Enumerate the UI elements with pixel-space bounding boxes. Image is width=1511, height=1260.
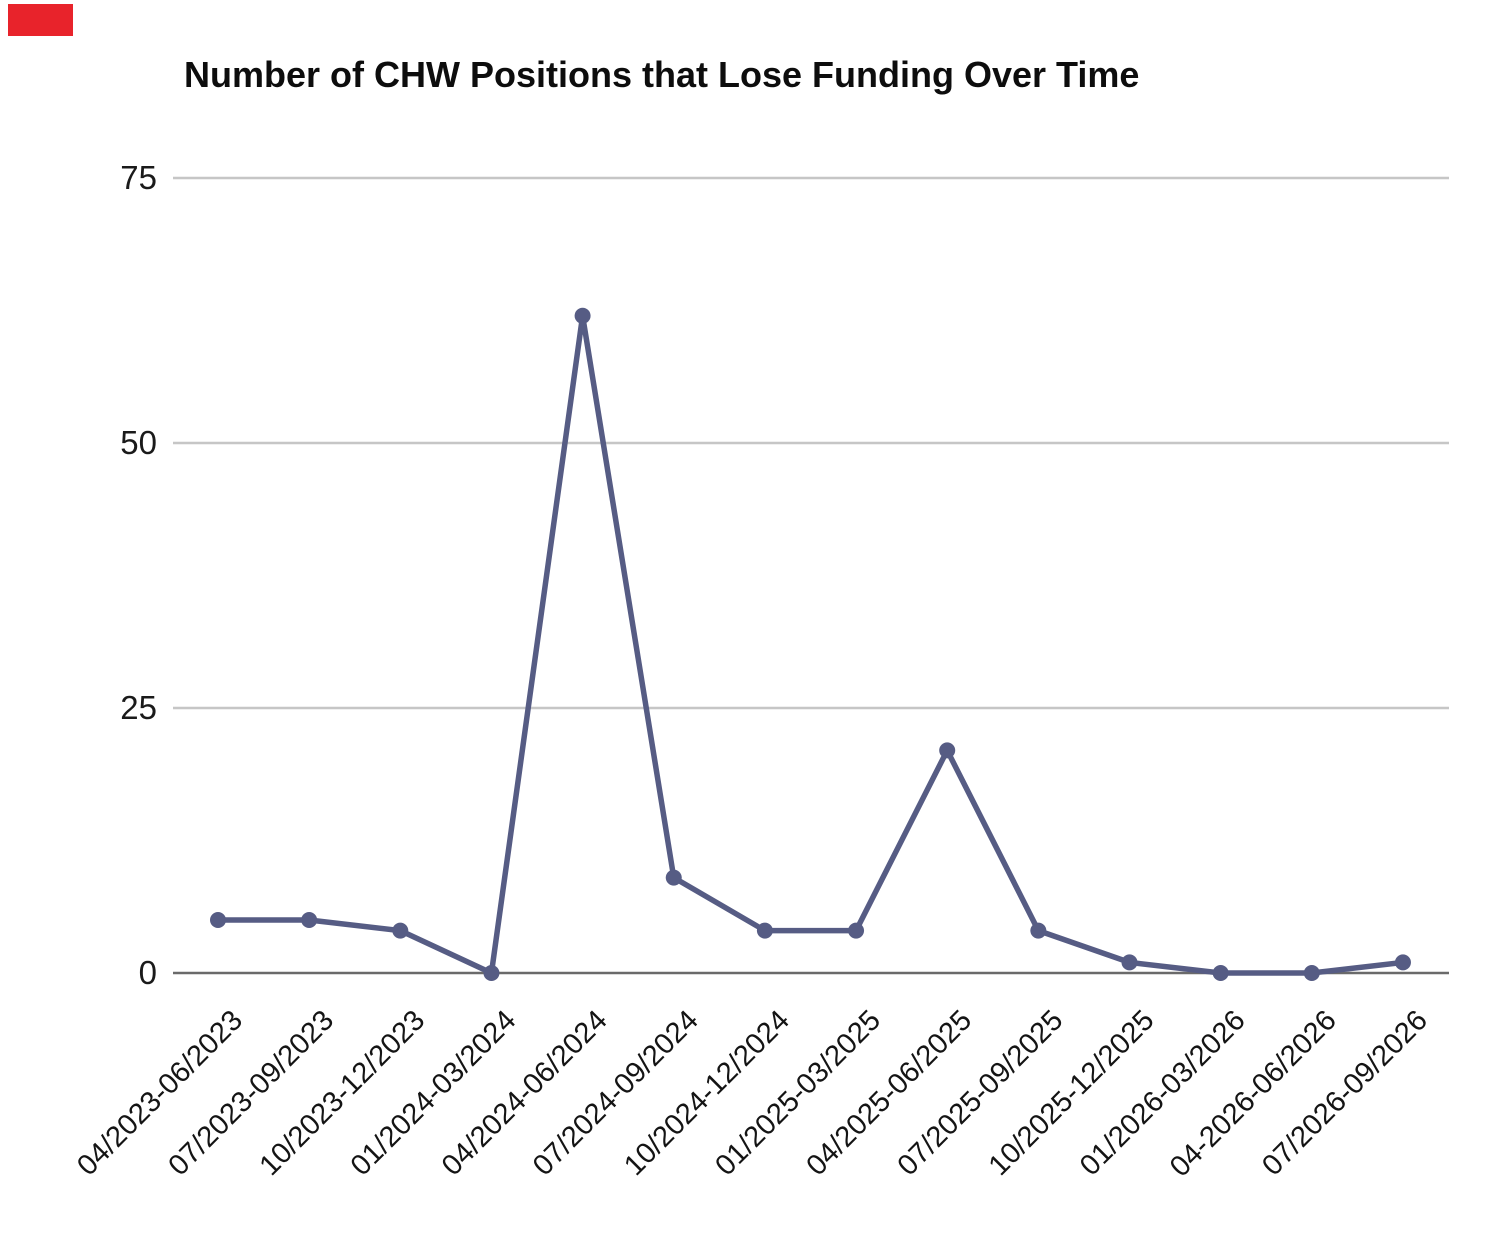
x-tick-label: 01/2024-03/2024: [345, 1004, 523, 1182]
x-tick-label: 07/2024-09/2024: [527, 1004, 705, 1182]
data-point-marker: [392, 922, 409, 939]
data-point-marker: [1212, 965, 1229, 981]
x-tick-label: 10/2025-12/2025: [983, 1004, 1161, 1182]
x-tick-label: 07/2026-09/2026: [1256, 1004, 1434, 1182]
data-point-marker: [301, 912, 318, 928]
chart-title: Number of CHW Positions that Lose Fundin…: [184, 54, 1140, 95]
y-tick-label: 50: [120, 424, 157, 461]
x-tick-label: 10/2023-12/2023: [254, 1004, 432, 1182]
x-tick-label: 04-2026-06/2026: [1164, 1004, 1343, 1183]
data-point-marker: [1303, 965, 1320, 981]
data-point-marker: [756, 922, 773, 939]
data-point-marker: [210, 912, 226, 928]
data-point-marker: [1394, 954, 1411, 971]
x-tick-label: 04/2025-06/2025: [800, 1004, 978, 1182]
y-tick-label: 0: [139, 954, 157, 991]
data-point-marker: [848, 922, 865, 939]
x-tick-label: 07/2025-09/2025: [892, 1004, 1070, 1182]
funding-line: [215, 313, 1406, 976]
x-tick-label: 10/2024-12/2024: [618, 1004, 796, 1182]
data-point-marker: [483, 965, 500, 981]
x-tick-label: 07/2023-09/2023: [162, 1004, 340, 1182]
data-point-marker: [1121, 954, 1138, 971]
data-point-marker: [665, 869, 682, 886]
x-tick-label: 04/2023-06/2023: [71, 1004, 249, 1182]
x-tick-label: 01/2026-03/2026: [1074, 1004, 1252, 1182]
x-tick-label: 04/2024-06/2024: [436, 1004, 614, 1182]
red-annotation-rectangle: [8, 4, 73, 36]
data-point-marker: [1030, 922, 1047, 939]
y-tick-label: 75: [120, 159, 157, 196]
data-point-marker: [574, 307, 591, 324]
x-tick-label: 01/2025-03/2025: [709, 1004, 887, 1182]
data-point-marker: [939, 742, 956, 759]
y-tick-label: 25: [120, 689, 157, 726]
